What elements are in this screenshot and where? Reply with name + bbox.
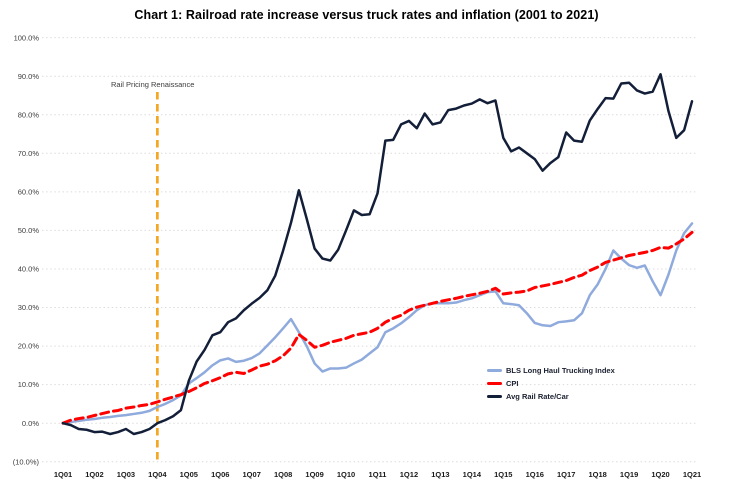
x-axis-tick-label: 1Q09	[305, 470, 323, 479]
x-axis-tick-label: 1Q11	[369, 470, 387, 479]
x-axis-tick-label: 1Q15	[494, 470, 512, 479]
x-axis-tick-label: 1Q18	[588, 470, 606, 479]
x-axis-tick-label: 1Q16	[526, 470, 544, 479]
x-axis-tick-label: 1Q17	[557, 470, 575, 479]
y-axis-tick-label: 30.0%	[18, 303, 40, 312]
x-axis-tick-label: 1Q08	[274, 470, 292, 479]
y-axis-tick-label: 80.0%	[18, 110, 40, 119]
series-line-bls-long-haul-trucking-index	[61, 222, 694, 425]
series-line-cpi	[61, 230, 694, 425]
y-axis-tick-label: 90.0%	[18, 72, 40, 81]
x-axis-tick-label: 1Q14	[463, 470, 482, 479]
x-axis-tick-label: 1Q01	[54, 470, 72, 479]
legend-item-avg-rail-rate: Avg Rail Rate/Car	[487, 392, 615, 401]
x-axis-tick-label: 1Q10	[337, 470, 355, 479]
annotation-rail-pricing-renaissance: Rail Pricing Renaissance	[111, 80, 195, 89]
x-axis-tick-label: 1Q06	[211, 470, 229, 479]
y-axis-tick-label: 10.0%	[18, 380, 40, 389]
series-line-avg-rail-rate-car	[61, 73, 694, 436]
y-axis-tick-label: 70.0%	[18, 149, 40, 158]
legend-label-trucking-index: BLS Long Haul Trucking Index	[506, 366, 615, 375]
legend-label-avg-rail-rate: Avg Rail Rate/Car	[506, 392, 569, 401]
chart-title: Chart 1: Railroad rate increase versus t…	[134, 8, 599, 22]
y-axis-tick-label: (10.0%)	[13, 457, 40, 466]
x-axis-tick-label: 1Q05	[180, 470, 198, 479]
y-axis-tick-label: 60.0%	[18, 187, 40, 196]
x-axis-tick-label: 1Q21	[683, 470, 701, 479]
y-axis-tick-label: 40.0%	[18, 265, 40, 274]
legend-swatch-trucking-index-icon	[487, 368, 502, 373]
legend-swatch-cpi-icon	[487, 381, 502, 386]
x-axis-tick-label: 1Q03	[117, 470, 135, 479]
x-axis-tick-label: 1Q07	[243, 470, 261, 479]
x-axis-tick-label: 1Q12	[400, 470, 418, 479]
y-axis-tick-label: 20.0%	[18, 342, 40, 351]
y-axis-tick-label: 50.0%	[18, 226, 40, 235]
legend-item-cpi: CPI	[487, 379, 615, 388]
legend: BLS Long Haul Trucking Index CPI Avg Rai…	[487, 366, 615, 401]
legend-item-trucking-index: BLS Long Haul Trucking Index	[487, 366, 615, 375]
x-axis-tick-label: 1Q02	[85, 470, 103, 479]
y-axis-tick-label: 100.0%	[14, 33, 40, 42]
legend-swatch-avg-rail-rate-icon	[487, 394, 502, 399]
x-axis-tick-label: 1Q13	[431, 470, 449, 479]
legend-label-cpi: CPI	[506, 379, 519, 388]
x-axis-tick-label: 1Q04	[148, 470, 167, 479]
y-axis-tick-label: 0.0%	[22, 419, 39, 428]
x-axis-tick-label: 1Q19	[620, 470, 638, 479]
x-axis-tick-label: 1Q20	[651, 470, 669, 479]
